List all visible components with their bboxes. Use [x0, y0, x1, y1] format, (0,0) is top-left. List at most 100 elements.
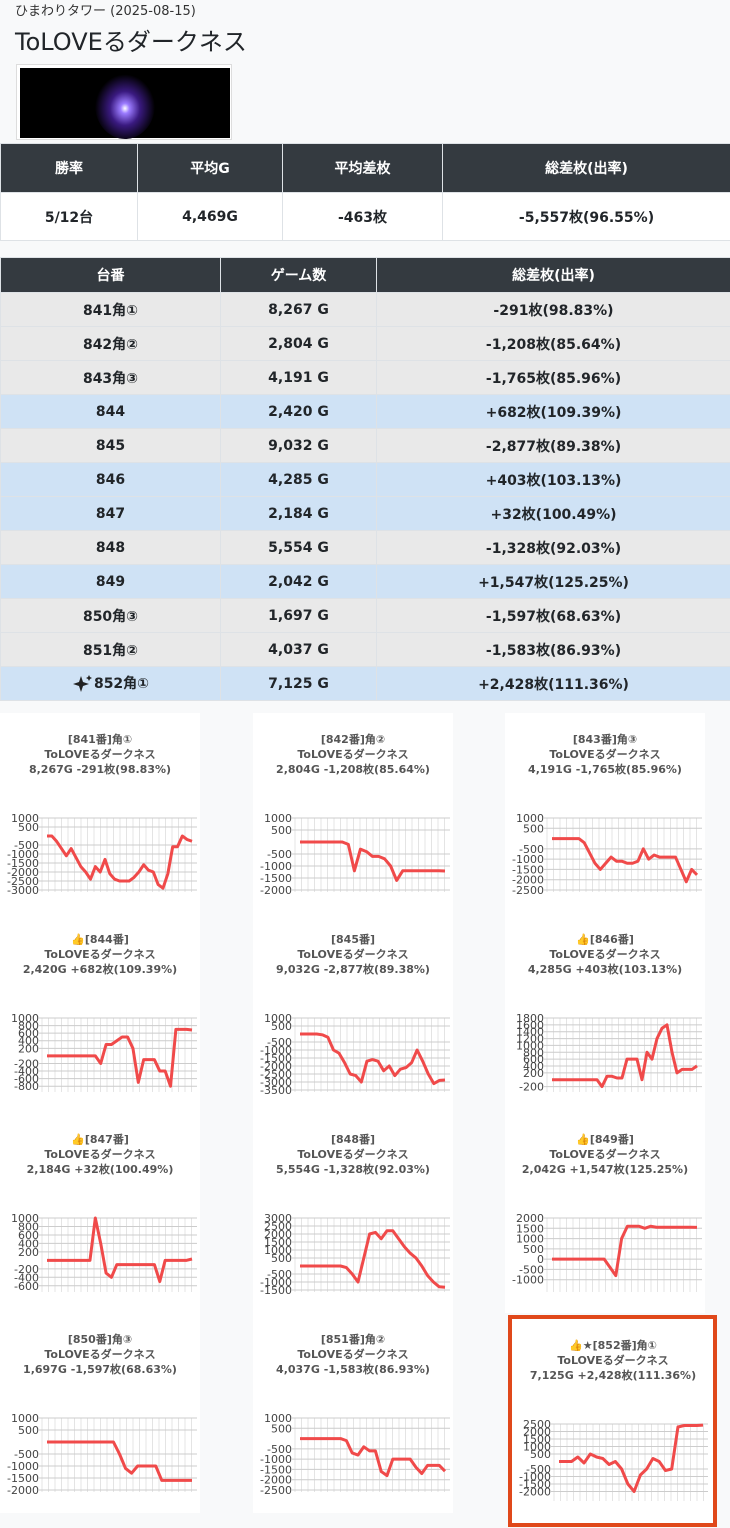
- table-cell: 844: [0, 394, 221, 429]
- chart-card: [845番] ToLOVEるダークネス 9,032G -2,877枚(89.38%)…: [253, 913, 453, 1113]
- y-tick-label: 500: [523, 1243, 544, 1256]
- table-cell: -1,583枚(86.93%): [376, 632, 730, 667]
- table-header: 台番: [0, 257, 221, 293]
- chart-title: [841番]角①: [68, 732, 132, 746]
- y-tick-label: -500: [14, 839, 39, 852]
- y-tick-label: -1000: [512, 1274, 544, 1287]
- table-row: 851角② 4,037 G -1,583枚(86.93%): [0, 632, 730, 667]
- y-tick-label: 1200: [516, 1033, 544, 1046]
- cell-text: +1,547枚(125.25%): [478, 574, 629, 591]
- y-tick-label: -2500: [512, 884, 544, 897]
- y-tick-label: 800: [523, 1046, 544, 1059]
- chart-title: ToLOVEるダークネス: [297, 947, 408, 961]
- table-cell: 841角①: [0, 292, 221, 327]
- cell-text: 842角②: [82, 336, 139, 353]
- table-header: 総差枚(出率): [376, 257, 730, 293]
- table-cell: 7,125 G: [220, 666, 377, 701]
- y-tick-label: -1500: [519, 1478, 551, 1491]
- table-cell: 8,267 G: [220, 292, 377, 327]
- table-cell: 845: [0, 428, 221, 463]
- chart-card: 👍[846番] ToLOVEるダークネス 4,285G +403枚(103.13%)…: [505, 913, 705, 1113]
- machine-title: ToLOVEるダークネス: [15, 28, 247, 56]
- y-tick-label: -2500: [7, 875, 39, 888]
- chart-title: ToLOVEるダークネス: [549, 1147, 660, 1161]
- y-tick-label: -2000: [7, 1484, 39, 1497]
- summary-cell: -463枚: [282, 192, 443, 241]
- y-tick-label: 2500: [523, 1418, 551, 1431]
- y-tick-label: 500: [271, 824, 292, 837]
- cell-text: 5,554 G: [268, 539, 329, 556]
- table-row: 844 2,420 G +682枚(109.39%): [0, 394, 730, 429]
- y-tick-label: -2500: [260, 1068, 292, 1081]
- y-tick-label: 1400: [516, 1026, 544, 1039]
- chart-title: 5,554G -1,328枚(92.03%): [276, 1162, 430, 1176]
- y-tick-label: -3500: [260, 1084, 292, 1097]
- table-cell: 842角②: [0, 326, 221, 361]
- y-tick-label: -500: [267, 1036, 292, 1049]
- table-cell: 4,191 G: [220, 360, 377, 395]
- y-tick-label: -200: [14, 1263, 39, 1276]
- chart-card: 👍[847番] ToLOVEるダークネス 2,184G +32枚(100.49%) 1…: [0, 1113, 200, 1313]
- y-tick-label: -3000: [260, 1076, 292, 1089]
- cell-text: 4,191 G: [268, 369, 329, 386]
- table-row: 848 5,554 G -1,328枚(92.03%): [0, 530, 730, 565]
- cell-text: -1,597枚(68.63%): [485, 608, 622, 625]
- y-tick-label: 1800: [516, 1012, 544, 1025]
- chart-title: ToLOVEるダークネス: [297, 747, 408, 761]
- cell-text: 2,804 G: [268, 335, 329, 352]
- y-tick-label: -2500: [260, 1484, 292, 1497]
- table-cell: 851角②: [0, 632, 221, 667]
- cell-text: -1,765枚(85.96%): [485, 370, 622, 387]
- table-cell: 850角③: [0, 598, 221, 633]
- summary-cell: 4,469G: [137, 192, 283, 241]
- y-tick-label: 500: [271, 1422, 292, 1435]
- table-cell: 852角①: [0, 666, 221, 701]
- y-tick-label: -500: [267, 1443, 292, 1456]
- y-tick-label: 2500: [264, 1220, 292, 1233]
- chart-title: 2,420G +682枚(109.39%): [23, 962, 177, 976]
- table-cell: -1,597枚(68.63%): [376, 598, 730, 633]
- summary-header: 総差枚(出率): [442, 143, 730, 193]
- chart-title: ToLOVEるダークネス: [549, 947, 660, 961]
- y-tick-label: 1500: [523, 1433, 551, 1446]
- table-row: 846 4,285 G +403枚(103.13%): [0, 462, 730, 497]
- y-tick-label: -800: [14, 1080, 39, 1093]
- table-row: 850角③ 1,697 G -1,597枚(68.63%): [0, 598, 730, 633]
- table-cell: +32枚(100.49%): [376, 496, 730, 531]
- y-tick-label: 500: [271, 1020, 292, 1033]
- y-tick-label: 1000: [516, 1233, 544, 1246]
- data-line: [552, 837, 699, 884]
- cell-text: 843角③: [82, 370, 139, 387]
- data-line: [300, 1032, 446, 1086]
- chart-title: ToLOVEるダークネス: [549, 747, 660, 761]
- table-cell: 849: [0, 564, 221, 599]
- y-tick-label: 1600: [516, 1019, 544, 1032]
- cell-text: 850角③: [82, 608, 139, 625]
- y-tick-label: -1500: [7, 1472, 39, 1485]
- chart-title: [850番]角③: [68, 1332, 132, 1346]
- chart-card: 👍[849番] ToLOVEるダークネス 2,042G +1,547枚(125.25…: [505, 1113, 705, 1313]
- table-cell: 5,554 G: [220, 530, 377, 565]
- y-tick-label: -500: [267, 848, 292, 861]
- data-line: [559, 1423, 704, 1493]
- y-tick-label: 2000: [523, 1426, 551, 1439]
- y-tick-label: 1000: [11, 1012, 39, 1025]
- machine-table: 台番 ゲーム数 総差枚(出率) 841角① 8,267 G -291枚(98.83%) 84…: [0, 257, 730, 701]
- chart-card: [851番]角② ToLOVEるダークネス 4,037G -1,583枚(86.93…: [253, 1313, 453, 1513]
- chart-title: 4,191G -1,765枚(85.96%): [528, 762, 682, 776]
- chart-title: 1,697G -1,597枚(68.63%): [23, 1362, 177, 1376]
- y-tick-label: -2000: [260, 1060, 292, 1073]
- table-row: 841角① 8,267 G -291枚(98.83%): [0, 292, 730, 327]
- y-tick-label: -1500: [260, 1463, 292, 1476]
- chart-title: 7,125G +2,428枚(111.36%): [530, 1368, 696, 1382]
- y-tick-label: 600: [523, 1053, 544, 1066]
- y-tick-label: 400: [523, 1060, 544, 1073]
- chart-title: 4,037G -1,583枚(86.93%): [276, 1362, 430, 1376]
- chart-card: [841番]角① ToLOVEるダークネス 8,267G -291枚(98.83%)…: [0, 713, 200, 913]
- cell-text: 7,125 G: [268, 675, 329, 692]
- chart-title: 👍[844番]: [71, 932, 129, 946]
- y-tick-label: 1000: [11, 812, 39, 825]
